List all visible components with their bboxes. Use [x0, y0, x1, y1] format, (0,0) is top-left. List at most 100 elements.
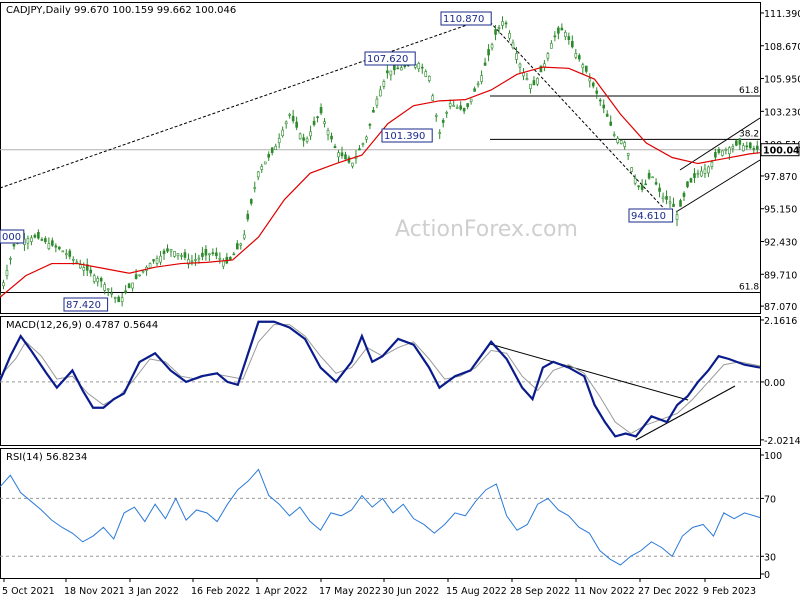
price-annotation-label: 000 — [2, 232, 21, 243]
price-y-tick-label: 103.230 — [764, 107, 800, 118]
candle-body — [295, 121, 298, 128]
macd-y-tick-label: -2.0214 — [764, 436, 800, 447]
trend-line-dotted — [0, 17, 488, 189]
candle-body — [546, 53, 550, 59]
candle-body — [204, 249, 208, 256]
candle-body — [731, 146, 735, 149]
candle-body — [466, 103, 469, 107]
candle-body — [633, 178, 637, 184]
candle-body — [162, 250, 166, 255]
candle-body — [469, 98, 473, 102]
candle-body — [215, 252, 218, 257]
candle-body — [155, 258, 159, 264]
candle-body — [724, 149, 728, 151]
candle-body — [588, 78, 592, 82]
rsi-label: RSI(14) 56.8234 — [6, 452, 87, 463]
candle-body — [742, 145, 745, 152]
candle-body — [375, 98, 379, 106]
candle-body — [152, 259, 155, 262]
candle-body — [675, 214, 679, 220]
rsi-y-tick-label: 30 — [764, 552, 776, 563]
candle-body — [602, 104, 606, 109]
candle-body — [382, 81, 386, 87]
candle-body — [78, 264, 82, 269]
candle-body — [605, 113, 609, 117]
candle-body — [749, 142, 752, 149]
candle-body — [26, 238, 30, 244]
candle-body — [190, 260, 194, 263]
macd-trend-line — [489, 343, 689, 401]
candle-body — [721, 150, 724, 156]
candle-body — [714, 152, 717, 158]
candle-body — [431, 95, 435, 101]
candle-body — [560, 27, 564, 31]
candle-body — [438, 132, 442, 134]
candle-body — [134, 274, 138, 279]
watermark-text: ActionForex.com — [395, 217, 578, 242]
candle-body — [82, 267, 86, 271]
candle-body — [0, 294, 2, 297]
macd-y-tick-label: 2.1616 — [764, 316, 797, 327]
macd-panel-frame — [0, 316, 761, 446]
candle-body — [612, 134, 616, 136]
current-price-tag — [760, 143, 800, 157]
candle-body — [256, 171, 260, 178]
trend-line-dotted — [489, 21, 671, 216]
candle-body — [571, 41, 574, 48]
candle-body — [755, 145, 759, 150]
candle-body — [459, 105, 462, 110]
fib-level-label: 61.8 — [739, 86, 759, 96]
candle-body — [89, 269, 93, 274]
price-annotation-label: 110.870 — [443, 14, 484, 25]
channel-line-lower — [675, 159, 761, 213]
candle-body — [75, 261, 79, 264]
candle-body — [616, 138, 619, 143]
candle-body — [211, 252, 215, 254]
candle-body — [504, 22, 508, 25]
candle-body — [598, 99, 602, 102]
candle-body — [232, 253, 236, 256]
candle-body — [494, 29, 497, 35]
candle-body — [124, 290, 127, 294]
macd-signal-line — [0, 324, 761, 435]
price-y-tick-label: 95.150 — [764, 205, 797, 216]
candle-body — [263, 161, 267, 165]
candle-body — [260, 166, 264, 170]
macd-line — [0, 320, 761, 438]
candle-body — [71, 258, 75, 261]
candle-body — [476, 83, 480, 86]
price-y-tick-label: 105.950 — [764, 75, 800, 86]
candle-body — [728, 147, 731, 155]
candle-body — [37, 232, 40, 239]
candle-body — [372, 109, 375, 113]
candle-body — [578, 55, 581, 60]
candle-body — [291, 115, 295, 122]
candle-body — [2, 282, 5, 287]
current-price-label: 100.046 — [763, 146, 800, 157]
candle-body — [236, 243, 239, 250]
price-y-tick-label: 92.430 — [764, 238, 797, 249]
candle-body — [609, 121, 613, 126]
price-y-tick-label: 108.670 — [764, 42, 800, 53]
candle-body — [246, 213, 250, 220]
candle-body — [284, 121, 288, 125]
candle-body — [626, 153, 630, 156]
candle-body — [141, 270, 145, 273]
candle-body — [9, 258, 12, 260]
candle-body — [361, 143, 365, 145]
price-annotation-box — [440, 11, 492, 26]
candle-body — [400, 67, 403, 71]
candle-body — [501, 21, 504, 26]
candle-body — [281, 129, 284, 137]
candle-body — [176, 253, 180, 257]
candle-body — [33, 234, 37, 238]
x-axis-tick-label: 5 Oct 2021 — [2, 586, 55, 597]
candle-body — [536, 78, 539, 85]
symbol-header: CADJPY,Daily 99.670 100.159 99.662 100.0… — [6, 5, 236, 16]
candle-body — [305, 138, 309, 142]
candle-body — [319, 107, 323, 114]
candle-body — [85, 264, 89, 271]
candle-body — [274, 146, 277, 150]
moving-average-line — [0, 66, 761, 298]
candle-body — [180, 255, 183, 257]
